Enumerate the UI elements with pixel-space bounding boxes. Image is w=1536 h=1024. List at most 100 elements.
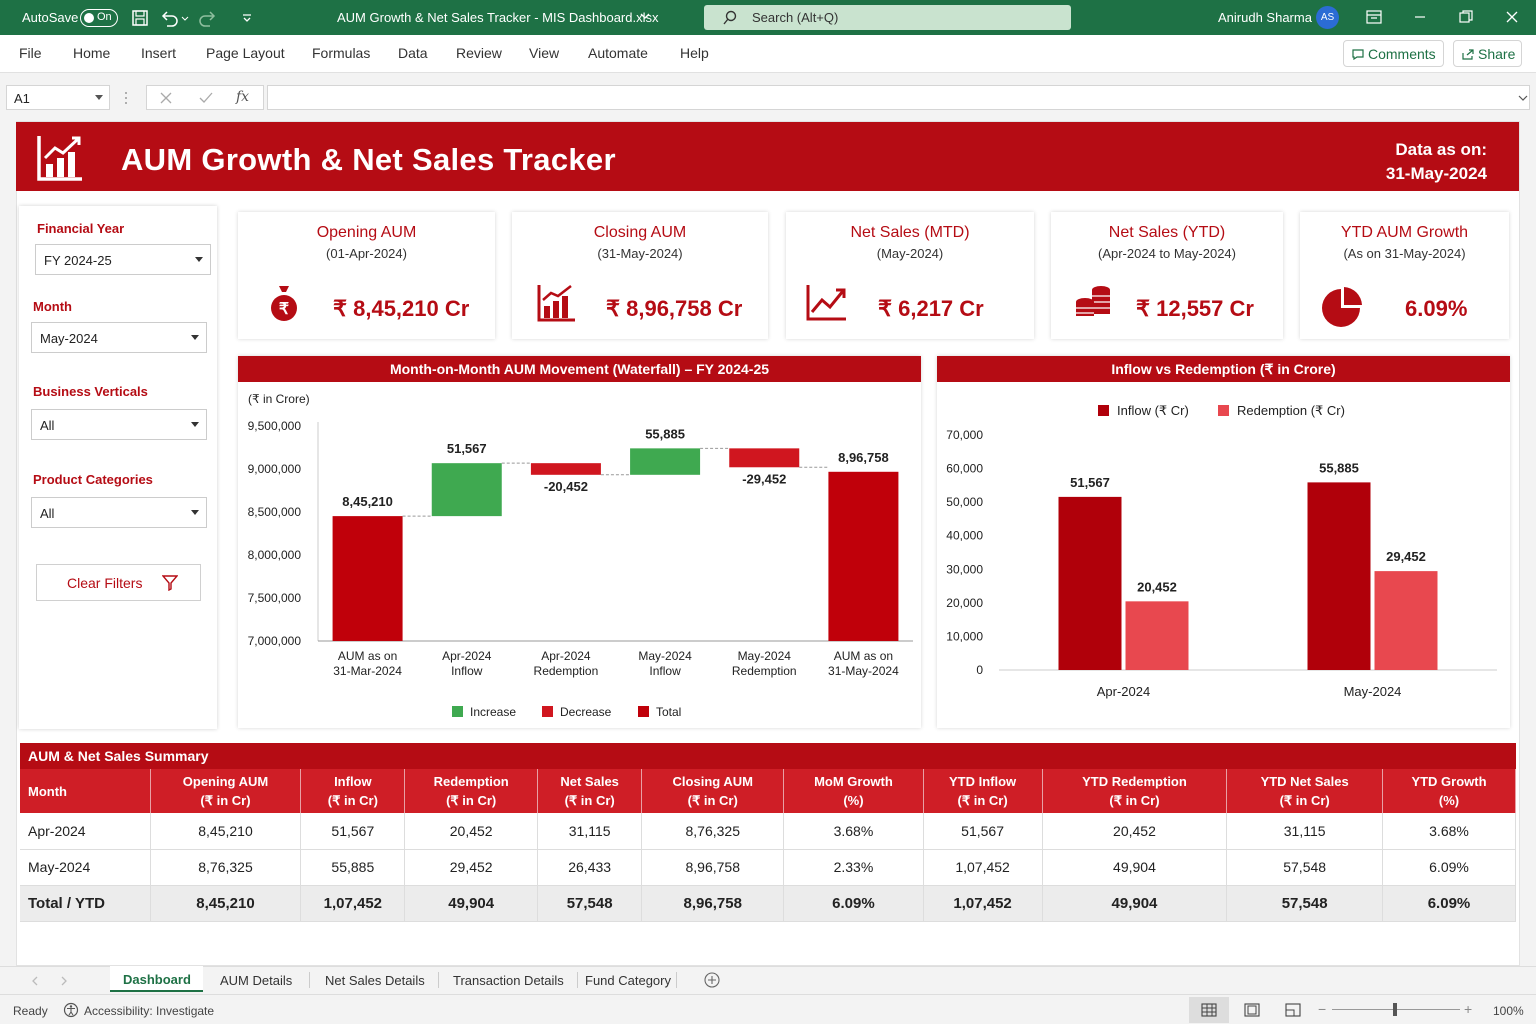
zoom-out-button[interactable]: − [1318,1001,1327,1017]
table-cell[interactable]: 57,548 [1226,849,1383,886]
table-cell[interactable]: 2.33% [783,849,924,886]
minimize-icon[interactable] [1413,10,1427,24]
column-header: Opening AUM (₹ in Cr) [150,769,302,813]
menu-formulas[interactable]: Formulas [312,45,371,61]
accessibility-status[interactable]: Accessibility: Investigate [84,1004,215,1018]
enter-check-icon[interactable] [199,92,213,104]
menu-home[interactable]: Home [73,45,111,61]
table-cell[interactable]: 8,76,325 [641,813,785,850]
table-cell[interactable]: May-2024 [20,849,151,886]
formula-input[interactable] [267,85,1530,110]
table-cell[interactable]: 1,07,452 [923,849,1043,886]
table-cell[interactable]: 29,452 [404,849,539,886]
legend-swatch [542,706,553,717]
accessibility-icon [63,1002,79,1018]
tab-scroll-right-icon[interactable] [60,976,68,986]
menu-file[interactable]: File [19,45,42,61]
table-cell[interactable]: 3.68% [1382,813,1516,850]
menu-page-layout[interactable]: Page Layout [206,45,285,61]
table-cell[interactable]: 20,452 [404,813,539,850]
table-cell[interactable]: 6.09% [1382,849,1516,886]
kpi-net-sales-mtd: Net Sales (MTD) (May-2024) ₹ 6,217 Cr [786,212,1034,339]
name-box[interactable]: A1 [6,85,110,110]
kpi-value: ₹ 8,96,758 Cr [606,296,743,321]
table-cell[interactable]: 31,115 [1226,813,1383,850]
table-cell[interactable]: 8,96,758 [641,849,785,886]
chevron-down-icon[interactable] [640,13,650,21]
asof-label: Data as on: [1395,140,1487,159]
tab-net-sales-details[interactable]: Net Sales Details [325,973,425,988]
table-cell[interactable]: 20,452 [1042,813,1228,850]
month-dropdown[interactable]: May-2024 [31,322,207,353]
business-verticals-dropdown[interactable]: All [31,409,207,440]
menu-view[interactable]: View [529,45,560,61]
dashboard-banner: AUM Growth & Net Sales Tracker Data as o… [16,122,1519,191]
tab-transaction-details[interactable]: Transaction Details [453,973,564,988]
tab-scroll-left-icon[interactable] [31,976,39,986]
close-icon[interactable] [1505,10,1519,24]
avatar[interactable]: AS [1316,6,1339,29]
undo-icon[interactable] [160,9,190,27]
column-header: YTD Net Sales (₹ in Cr) [1226,769,1383,813]
menu-help[interactable]: Help [680,45,709,61]
autosave-toggle[interactable]: On [80,9,118,27]
tab-aum-details[interactable]: AUM Details [220,973,293,988]
y-tick-label: 8,000,000 [248,548,302,562]
table-cell[interactable]: 8,45,210 [150,885,302,922]
zoom-slider-thumb[interactable] [1393,1003,1397,1016]
search-box[interactable]: Search (Alt+Q) [704,5,1071,30]
financial-year-dropdown[interactable]: FY 2024-25 [35,244,211,275]
table-cell[interactable]: 26,433 [537,849,643,886]
table-cell[interactable]: 1,07,452 [300,885,406,922]
zoom-level[interactable]: 100% [1493,1004,1524,1018]
restore-icon[interactable] [1459,10,1473,24]
table-cell[interactable]: 49,904 [404,885,539,922]
menu-insert[interactable]: Insert [141,45,177,61]
table-cell[interactable]: Apr-2024 [20,813,151,850]
table-cell[interactable]: 55,885 [300,849,406,886]
menu-review[interactable]: Review [456,45,502,61]
page-layout-view-icon[interactable] [1244,1003,1260,1017]
dropdown-arrow-icon [195,257,203,262]
table-cell[interactable]: 8,76,325 [150,849,302,886]
menu-data[interactable]: Data [398,45,428,61]
table-cell[interactable]: 6.09% [1382,885,1516,922]
save-icon[interactable] [131,9,149,27]
bar-inflow [1058,496,1122,670]
insert-function-button[interactable]: fx [236,89,250,105]
normal-view-icon[interactable] [1201,1003,1217,1017]
zoom-in-button[interactable]: + [1464,1001,1473,1017]
tab-divider [438,972,439,988]
kpi-title: Net Sales (MTD) [850,224,970,241]
table-cell[interactable]: 49,904 [1042,885,1228,922]
table-cell[interactable]: 51,567 [300,813,406,850]
table-cell[interactable]: Total / YTD [20,885,151,922]
table-cell[interactable]: 8,45,210 [150,813,302,850]
table-cell[interactable]: 3.68% [783,813,924,850]
table-cell[interactable]: 57,548 [537,885,643,922]
table-cell[interactable]: 57,548 [1226,885,1383,922]
share-button[interactable]: Share [1453,40,1522,67]
ribbon-display-icon[interactable] [1366,10,1382,24]
table-cell[interactable]: 31,115 [537,813,643,850]
table-cell[interactable]: 8,96,758 [641,885,785,922]
table-cell[interactable]: 51,567 [923,813,1043,850]
user-name: Anirudh Sharma [1218,10,1312,25]
clear-filters-button[interactable]: Clear Filters [36,564,201,601]
expand-formula-icon[interactable] [1518,95,1528,102]
table-cell[interactable]: 6.09% [783,885,924,922]
tab-dashboard[interactable]: Dashboard [110,966,203,992]
customize-qat-icon[interactable] [240,10,254,24]
file-name: AUM Growth & Net Sales Tracker - MIS Das… [337,10,659,25]
product-categories-label: Product Categories [33,472,153,487]
table-cell[interactable]: 1,07,452 [923,885,1043,922]
redo-icon[interactable] [199,9,229,27]
tab-fund-category[interactable]: Fund Category [585,973,671,988]
cancel-icon[interactable] [160,92,172,104]
comments-button[interactable]: Comments [1343,40,1444,67]
menu-automate[interactable]: Automate [588,45,648,61]
table-cell[interactable]: 49,904 [1042,849,1228,886]
page-break-view-icon[interactable] [1285,1003,1301,1017]
product-categories-dropdown[interactable]: All [31,497,207,528]
add-sheet-icon[interactable] [704,972,720,988]
